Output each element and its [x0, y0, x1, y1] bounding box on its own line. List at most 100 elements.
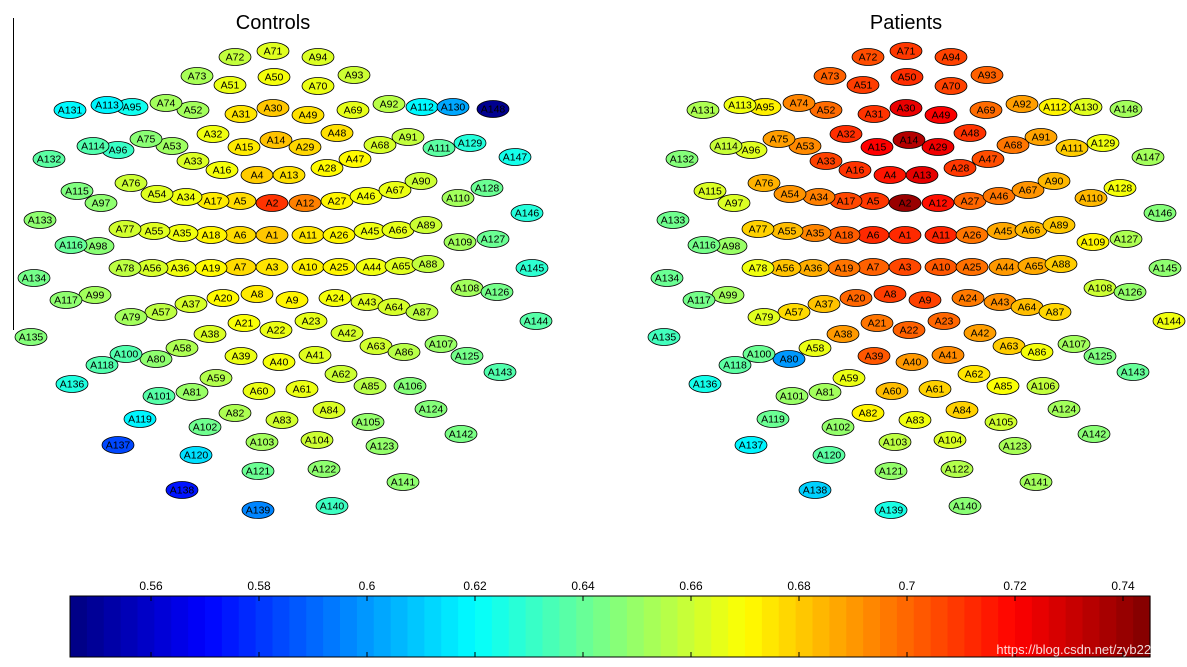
sensor-label: A106 [1031, 381, 1056, 393]
sensor-label: A101 [780, 391, 805, 403]
sensor-label: A93 [978, 70, 997, 82]
sensor-label: A126 [1118, 287, 1143, 299]
sensor-controls-a56: A56 [135, 259, 169, 277]
sensor-controls-a84: A84 [312, 401, 346, 419]
sensor-label: A118 [90, 360, 114, 372]
sensor-controls-a148: A148 [476, 100, 510, 118]
sensor-controls-a129: A129 [453, 134, 487, 152]
sensor-patients-a35: A35 [798, 224, 832, 242]
sensor-patients-a34: A34 [802, 188, 836, 206]
sensor-controls-a44: A44 [355, 258, 389, 276]
sensor-controls-a4: A4 [240, 166, 274, 184]
colorbar-segment [205, 596, 223, 657]
sensor-label: A129 [1091, 138, 1116, 150]
sensor-label: A64 [385, 302, 404, 314]
sensor-controls-a145: A145 [515, 259, 549, 277]
sensor-controls-a7: A7 [223, 258, 257, 276]
sensor-patients-a59: A59 [832, 369, 866, 387]
sensor-marker [982, 187, 1016, 205]
sensor-marker [300, 431, 334, 449]
sensor-marker [23, 211, 57, 229]
sensor-patients-a112: A112 [1038, 98, 1072, 116]
sensor-label: A92 [1013, 99, 1032, 111]
sensor-patients-a23: A23 [927, 312, 961, 330]
sensor-label: A88 [419, 259, 438, 271]
sensor-marker [405, 303, 439, 321]
sensor-label: A84 [953, 405, 972, 417]
sensor-marker [878, 433, 912, 451]
sensor-marker [363, 136, 397, 154]
sensor-marker [1113, 283, 1147, 301]
sensor-label: A27 [328, 196, 347, 208]
sensor-label: A131 [691, 105, 716, 117]
sensor-label: A25 [330, 262, 349, 274]
sensor-marker [874, 462, 908, 480]
colorbar-segment [356, 596, 375, 657]
sensor-marker [813, 67, 847, 85]
sensor-label: A8 [884, 289, 897, 301]
sensor-patients-a103: A103 [878, 433, 912, 451]
sensor-controls-a147: A147 [498, 148, 532, 166]
sensor-label: A110 [446, 193, 470, 205]
sensor-controls-a138: A138 [165, 481, 199, 499]
sensor-label: A32 [204, 129, 223, 141]
sensor-marker [175, 383, 209, 401]
sensor-marker [424, 335, 458, 353]
sensor-marker [846, 76, 880, 94]
colorbar-tick-label: 0.66 [679, 579, 703, 593]
sensor-patients-a7: A7 [856, 258, 890, 276]
sensor-label: A33 [817, 156, 836, 168]
colorbar-segment [306, 596, 324, 657]
sensor-marker [262, 353, 296, 371]
sensor-label: A120 [184, 450, 209, 462]
sensor-label: A14 [900, 135, 919, 147]
sensor-label: A128 [1108, 183, 1133, 195]
sensor-patients-a138: A138 [798, 481, 832, 499]
sensor-patients-a42: A42 [963, 324, 997, 342]
sensor-marker [387, 343, 421, 361]
sensor-marker [241, 462, 275, 480]
sensor-controls-a75: A75 [129, 130, 163, 148]
sensor-marker [338, 150, 372, 168]
sensor-label: A141 [1024, 477, 1049, 489]
sensor-marker [889, 99, 923, 117]
sensor-label: A38 [834, 329, 853, 341]
sensor-label: A143 [488, 367, 513, 379]
sensor-marker [857, 347, 891, 365]
sensor-marker [259, 131, 293, 149]
sensor-patients-a60: A60 [875, 382, 909, 400]
sensor-controls-a73: A73 [180, 67, 214, 85]
sensor-controls-a87: A87 [405, 303, 439, 321]
sensor-patients-a109: A109 [1076, 233, 1110, 251]
sensor-marker [892, 131, 926, 149]
sensor-label: A15 [235, 142, 254, 154]
sensor-marker [224, 105, 258, 123]
sensor-label: A59 [840, 373, 859, 385]
sensor-label: A35 [173, 228, 192, 240]
colorbar-segment [1065, 596, 1084, 657]
sensor-marker [436, 98, 470, 116]
sensor-controls-a108: A108 [450, 279, 484, 297]
sensor-marker [476, 100, 510, 118]
sensor-label: A72 [226, 52, 245, 64]
sensor-controls-a42: A42 [330, 324, 364, 342]
sensor-marker [986, 377, 1020, 395]
sensor-controls-a2: A2 [255, 194, 289, 212]
sensor-label: A94 [942, 52, 961, 64]
sensor-marker [272, 166, 306, 184]
sensor-label: A74 [790, 98, 809, 110]
sensor-patients-a86: A86 [1020, 343, 1054, 361]
sensor-marker [1026, 377, 1060, 395]
sensor-label: A122 [945, 464, 970, 476]
sensor-label: A62 [965, 369, 984, 381]
sensor-label: A41 [939, 350, 958, 362]
sensor-marker [1083, 347, 1117, 365]
colorbar-segment [660, 596, 679, 657]
sensor-controls-a136: A136 [55, 375, 89, 393]
sensor-label: A124 [1052, 404, 1077, 416]
sensor-controls-a137: A137 [101, 436, 135, 454]
sensor-marker [998, 437, 1032, 455]
sensor-patients-a65: A65 [1017, 257, 1051, 275]
sensor-marker [832, 369, 866, 387]
sensor-patients-a115: A115 [693, 182, 727, 200]
